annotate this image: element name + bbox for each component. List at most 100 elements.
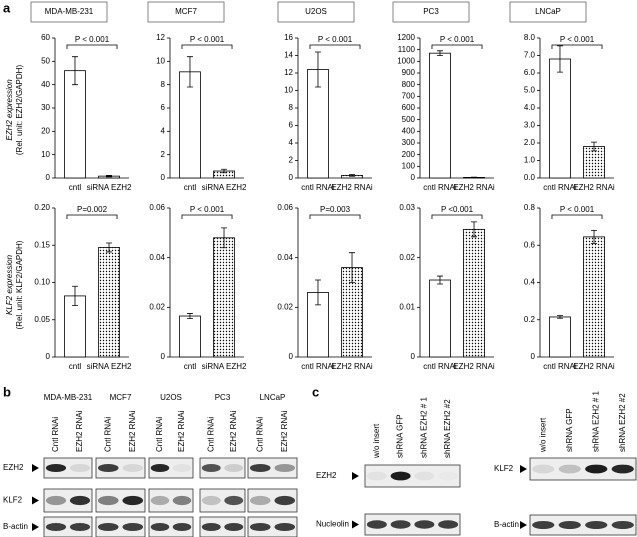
y-tick-label: 0.01: [399, 302, 415, 311]
p-value: P < 0.001: [560, 35, 595, 44]
blot-band: [414, 520, 435, 529]
blot: [529, 514, 637, 536]
error-bar: [436, 275, 443, 285]
y-tick-label: 100: [402, 161, 416, 170]
blot: [199, 488, 246, 513]
p-value: P=0.002: [77, 205, 108, 214]
bar: [98, 247, 120, 358]
blot-band: [122, 464, 144, 472]
y-tick-label: 0.15: [34, 240, 50, 249]
blot-band: [532, 464, 555, 474]
y-tick-label: 8.0: [524, 33, 536, 42]
arrowhead: [520, 521, 527, 529]
significance-bracket: [551, 44, 603, 49]
blot-band: [558, 521, 581, 529]
x-tick-label: cntl RNAi: [301, 183, 335, 192]
blot-band: [249, 495, 271, 506]
blot: [247, 516, 298, 537]
arrowhead: [352, 472, 359, 480]
p-value: P=0.003: [320, 205, 351, 214]
blot-band: [97, 464, 119, 472]
blot: [364, 464, 461, 488]
y-tick-label: 0: [46, 352, 51, 361]
y-tick-label: 10: [156, 56, 165, 65]
x-tick-label: cntl: [184, 362, 197, 371]
y-tick-label: 5.0: [524, 86, 536, 95]
blot-band: [150, 464, 170, 472]
blot-band: [224, 495, 244, 506]
y-tick-label: 16: [284, 33, 293, 42]
y-tick-label: 1100: [398, 45, 416, 54]
blot-band: [45, 495, 67, 506]
lane-label: Cntl RNAi: [206, 417, 215, 452]
blot-band: [97, 495, 119, 506]
lane-label: shRNA EZH2 # 1: [591, 391, 600, 452]
lane-label: Cntl RNAi: [103, 417, 112, 452]
blot-band: [201, 523, 221, 531]
y-tick-label: 0: [411, 173, 416, 182]
blot-band: [611, 521, 634, 529]
x-tick-label: cntl RNAi: [423, 183, 457, 192]
row-label: B-actin: [3, 522, 28, 531]
blot: [247, 488, 298, 513]
x-tick-label: EZH2 RNAi: [453, 183, 495, 192]
blot-header: U2OS: [160, 393, 182, 402]
blot-band: [201, 464, 221, 472]
bar: [64, 70, 86, 179]
lane-label: Cntl RNAi: [155, 417, 164, 452]
error-bar: [349, 174, 356, 177]
error-bar: [314, 279, 321, 306]
blot-band: [585, 464, 608, 474]
blot-band: [414, 471, 435, 481]
error-bar: [314, 51, 321, 88]
p-value: P < 0.001: [440, 35, 475, 44]
y-tick-label: 0: [161, 173, 166, 182]
header-label: MDA-MB-231: [45, 7, 94, 16]
blot-band: [224, 523, 244, 531]
header-box: [30, 1, 108, 23]
bar: [179, 71, 201, 179]
lane-label: Cntl RNAi: [255, 417, 264, 452]
lane-label: shRNA GFP: [396, 414, 405, 458]
y-tick-label: 200: [402, 150, 416, 159]
y-tick-label: 3.0: [524, 121, 536, 130]
y-axis-title: KLF2 expression: [5, 254, 14, 315]
lane-label: shRNA EZH2 #2: [443, 399, 452, 458]
blot: [148, 457, 194, 479]
y-tick-label: 10: [41, 150, 50, 159]
y-tick-label: 8: [289, 103, 294, 112]
x-tick-label: EZH2 RNAi: [573, 183, 615, 192]
y-tick-label: 30: [41, 103, 50, 112]
y-tick-label: 800: [402, 80, 416, 89]
x-tick-label: siRNA EZH2: [202, 362, 247, 371]
y-tick-label: 6: [289, 121, 294, 130]
bar: [583, 236, 605, 358]
blot-band: [249, 523, 271, 531]
blot-band: [611, 464, 634, 474]
y-tick-label: 8: [161, 80, 166, 89]
blot-band: [150, 523, 170, 531]
y-tick-label: 20: [41, 126, 50, 135]
header-label: PC3: [423, 7, 439, 16]
error-bar: [556, 315, 563, 319]
p-value: P < 0.001: [318, 35, 353, 44]
header-box: [147, 1, 225, 23]
y-axis-title: (Rel. unit: KLF2/GAPDH): [15, 240, 24, 329]
significance-bracket: [66, 44, 118, 49]
blot-band: [558, 464, 581, 474]
x-tick-label: EZH2 RNAi: [573, 362, 615, 371]
blot-band: [438, 520, 459, 529]
blot: [148, 488, 194, 513]
y-tick-label: 0.06: [149, 203, 165, 212]
header-label: U2OS: [305, 7, 327, 16]
y-tick-label: 12: [284, 68, 293, 77]
y-tick-label: 2: [161, 150, 166, 159]
blot-band: [274, 464, 296, 472]
arrowhead: [520, 465, 527, 473]
x-tick-label: siRNA EZH2: [87, 183, 132, 192]
panel-label: c: [312, 384, 319, 399]
y-tick-label: 1.0: [524, 156, 536, 165]
blot-band: [172, 464, 192, 472]
row-label: B-actin: [494, 520, 519, 529]
